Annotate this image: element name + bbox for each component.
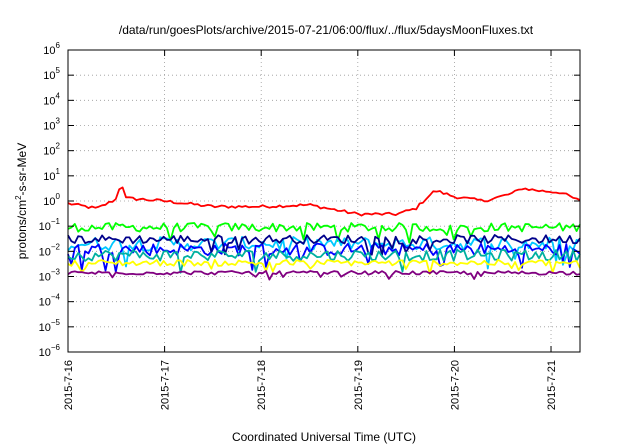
chart-title: /data/run/goesPlots/archive/2015-07-21/0… xyxy=(119,23,534,37)
grid xyxy=(68,50,580,352)
y-axis-label: protons/cm2-s-sr-MeV xyxy=(14,143,29,259)
x-axis-label: Coordinated Universal Time (UTC) xyxy=(232,430,416,444)
x-tick-label: 2015-7-20 xyxy=(449,360,461,410)
x-tick-label: 2015-7-18 xyxy=(256,360,268,410)
series-line-2 xyxy=(67,222,581,244)
y-tick-label: 102 xyxy=(43,142,60,158)
series-line-4 xyxy=(67,242,581,273)
y-tick-label: 103 xyxy=(43,117,60,133)
x-tick-label: 2015-7-19 xyxy=(353,360,365,410)
y-tick-label: 10−2 xyxy=(39,242,61,258)
series-line-6 xyxy=(67,248,581,274)
x-tick-label: 2015-7-21 xyxy=(546,360,558,410)
y-axis-label-main: protons/cm xyxy=(15,200,29,259)
y-tick-label: 10−3 xyxy=(39,268,61,284)
y-tick-label: 104 xyxy=(43,91,60,107)
y-tick-label: 101 xyxy=(43,167,60,183)
x-tick-label: 2015-7-17 xyxy=(160,360,172,410)
y-axis-label-rest: -s-sr-MeV xyxy=(15,143,29,196)
x-tick-label: 2015-7-16 xyxy=(63,360,75,410)
y-tick-label: 10−5 xyxy=(39,318,61,334)
y-tick-label: 10−4 xyxy=(39,293,61,309)
y-tick-label: 10−1 xyxy=(39,217,61,233)
series-line-1 xyxy=(67,186,581,217)
y-axis-label-exponent: 2 xyxy=(14,195,23,200)
series-group xyxy=(67,186,581,281)
series-line-5 xyxy=(67,234,581,256)
y-tick-label: 105 xyxy=(43,66,60,82)
y-tick-label: 106 xyxy=(43,41,60,57)
y-tick-label: 10−6 xyxy=(39,343,61,359)
y-axis: 10−6 10−5 10−4 10−3 10−2 10−1 100 101 102 103 104 1… xyxy=(39,41,580,359)
series-line-7 xyxy=(67,258,581,275)
x-axis: 2015-7-16 2015-7-17 2015-7-18 2015-7-19 2015… xyxy=(63,50,558,410)
series-line-8 xyxy=(67,270,581,281)
y-tick-label: 100 xyxy=(43,192,60,208)
